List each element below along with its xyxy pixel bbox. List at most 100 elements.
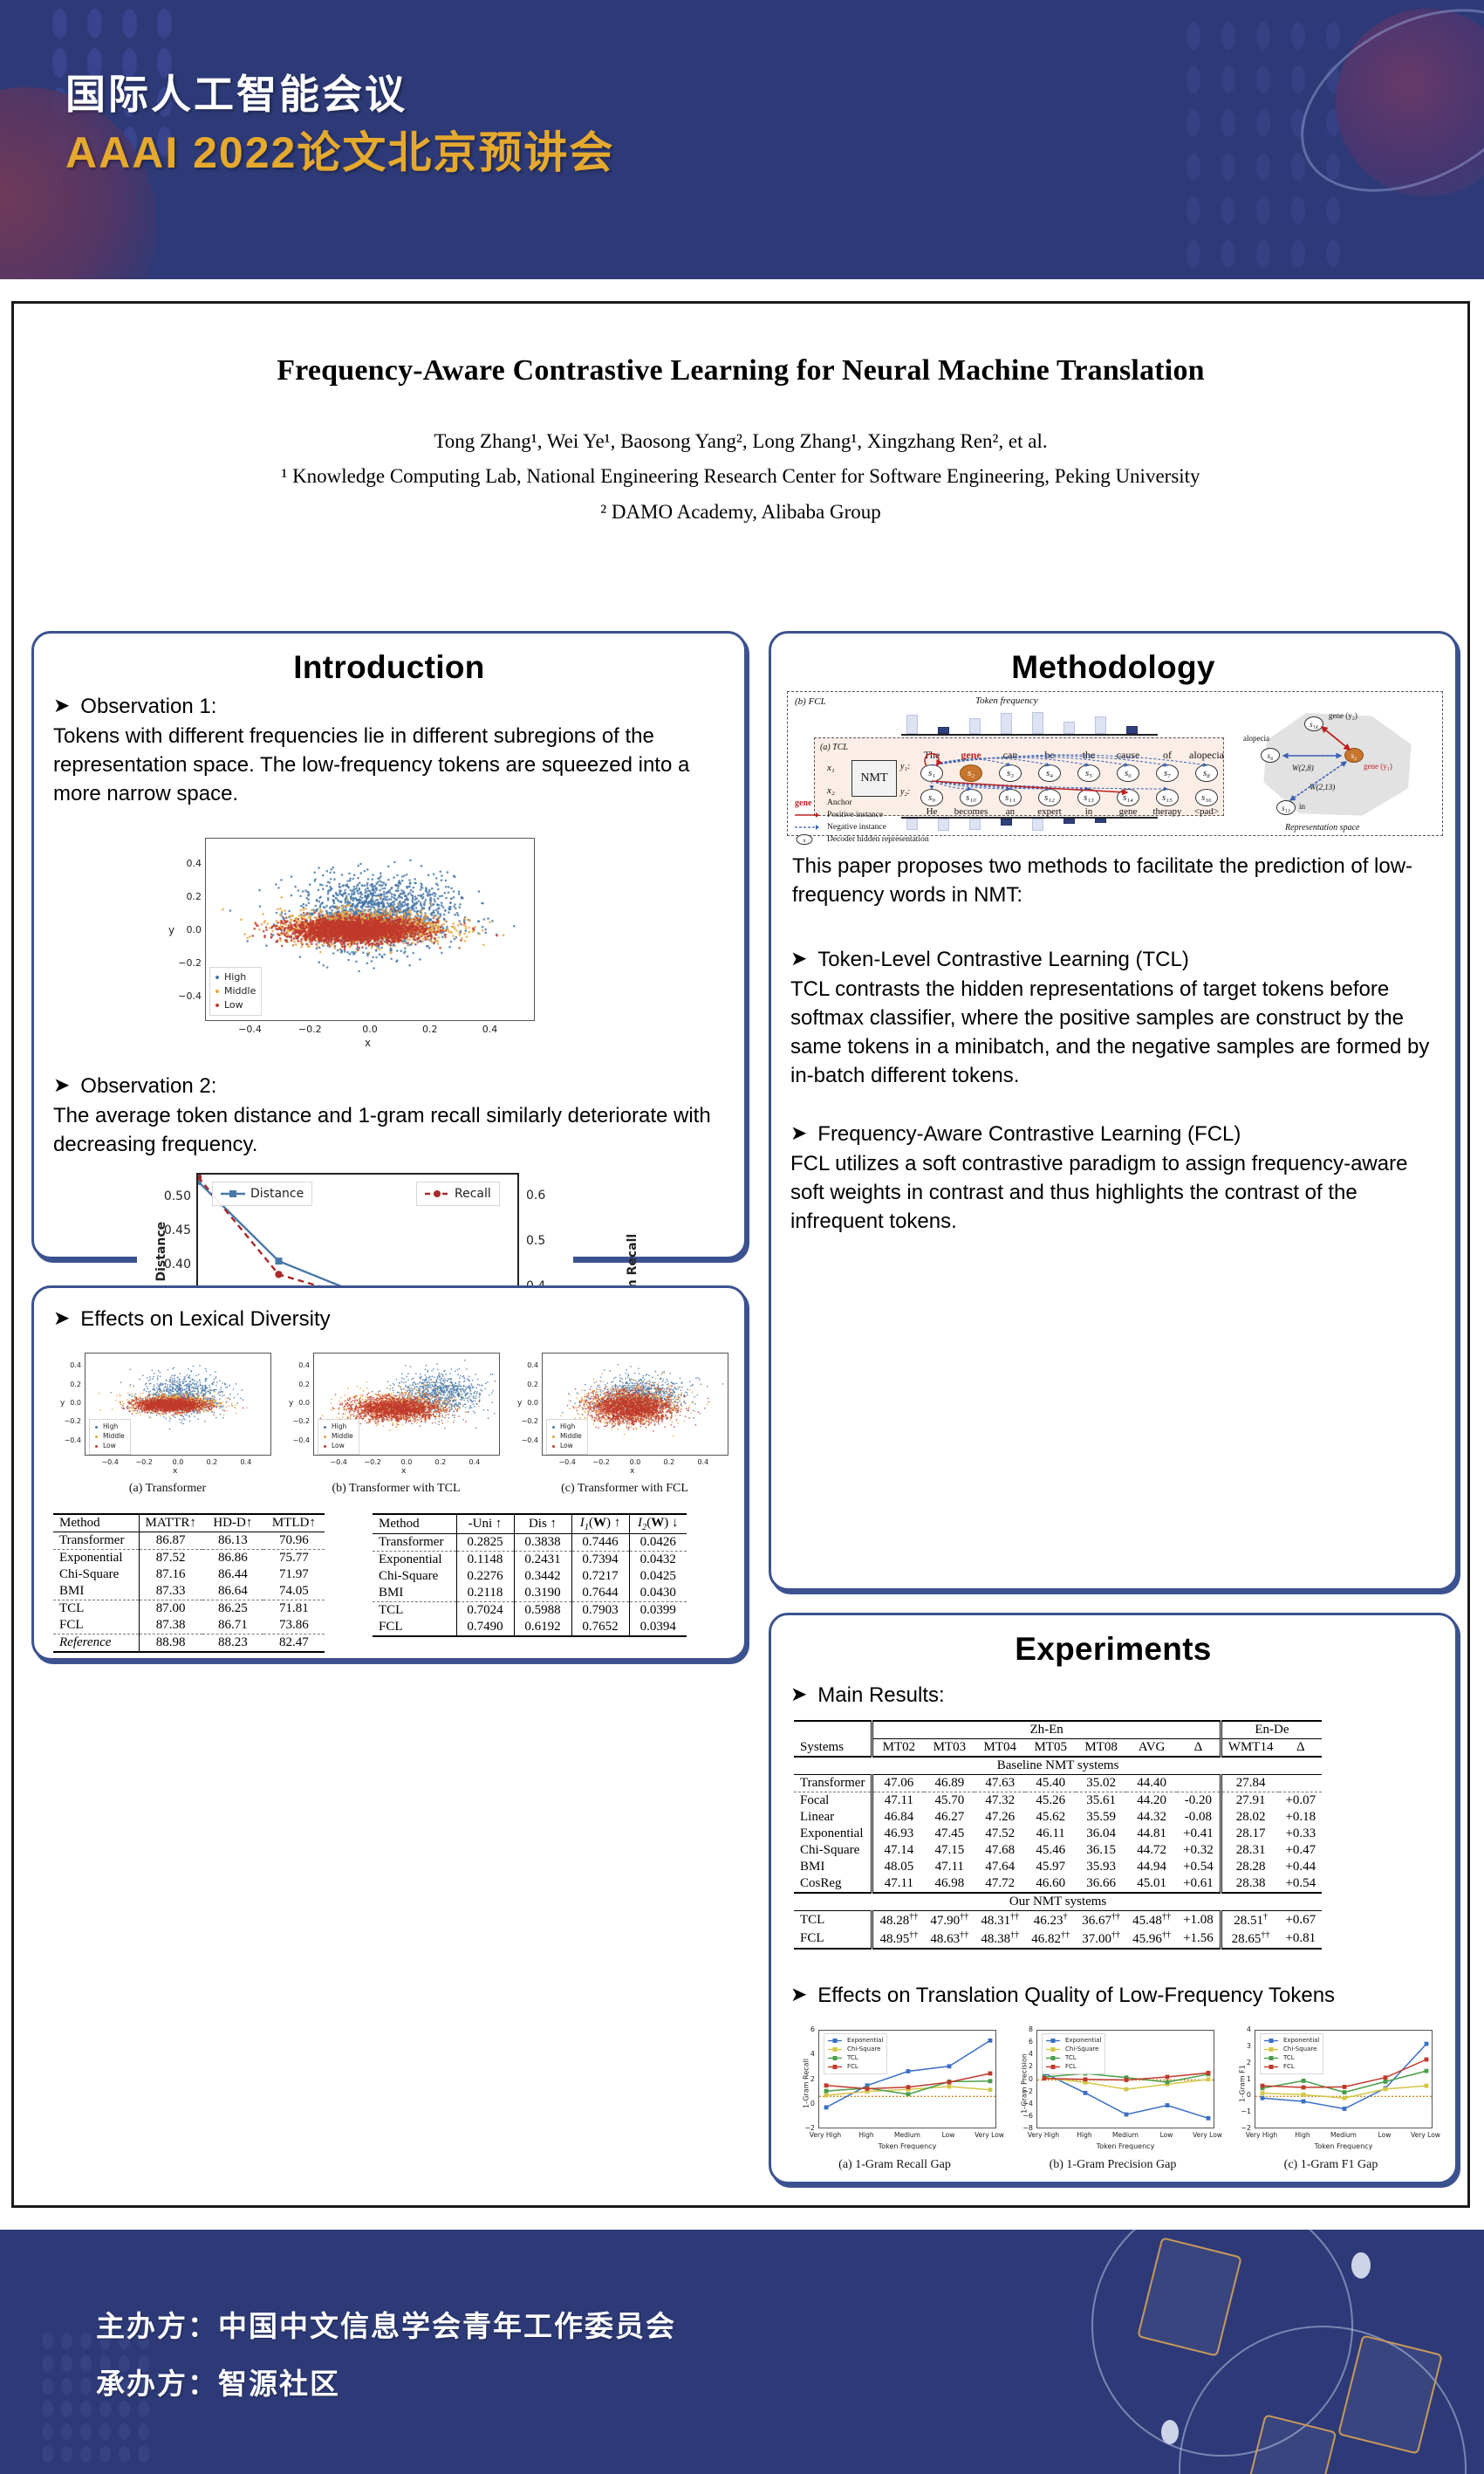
rep-node-s13: s₁₃	[1276, 800, 1296, 815]
y-tick-label: 4	[810, 2050, 815, 2059]
cell-mt04: 47.52	[985, 1826, 1016, 1840]
cell-hdd: 86.25	[202, 1600, 263, 1617]
y-axis-label: 1-Gram Recall	[802, 2058, 810, 2108]
y-axis-label: 1-Gram Precision	[1020, 2053, 1029, 2114]
col-: Δ	[1296, 1740, 1305, 1754]
legend-swatch	[324, 1444, 326, 1448]
footer-dot	[119, 2401, 130, 2417]
hidden-state-icon: s	[796, 834, 813, 845]
bullet-arrow-icon: ➤	[53, 1306, 71, 1329]
cell-delta2: +0.18	[1285, 1810, 1316, 1824]
y-tick-label: 0	[1028, 2074, 1033, 2083]
cell-i2: 0.0394	[628, 1619, 687, 1636]
table-row: Exponential 46.93 47.45 47.52 46.11 36.04 44.8…	[794, 1826, 1322, 1842]
tcl-label: Token-Level Contrastive Learning (TCL)	[817, 948, 1189, 971]
legend-row: Low	[215, 998, 256, 1012]
legend-label: Negative instance	[827, 823, 886, 832]
y-tick-label: 0.4	[298, 1361, 310, 1370]
banner-dot	[1187, 196, 1200, 224]
y-axis-label: y	[517, 1399, 523, 1408]
series-line-swatch	[1046, 2055, 1060, 2060]
introduction-title: Introduction	[293, 649, 485, 685]
cell-mt05: 45.46	[1036, 1843, 1066, 1857]
lexical-caption-b: (b) Transformer with TCL	[332, 1482, 461, 1495]
node-bottom-4: s₁₂	[1038, 789, 1061, 806]
sentence-top-word: The	[923, 749, 940, 761]
poster-body: Frequency-Aware Contrastive Learning for…	[11, 301, 1470, 2419]
cell-uni: 0.2118	[455, 1585, 514, 1602]
footer-dot	[138, 2401, 149, 2417]
legend-label: Chi-Square	[1065, 2046, 1099, 2053]
table-row: Transformer 0.2825 0.3838 0.7446 0.0426	[373, 1533, 687, 1552]
banner-dot	[1291, 65, 1305, 93]
negative-instance-arrow	[931, 780, 1168, 792]
figure-legend-row: gene Anchor	[795, 797, 943, 809]
legend-label: Middle	[332, 1431, 353, 1440]
observation-2-text: The average token distance and 1-gram re…	[53, 1104, 711, 1157]
legend-label: FCL	[1283, 2063, 1295, 2071]
cell-mt05: 46.82††	[1031, 1930, 1070, 1946]
y-tick-label: 0.2	[298, 1380, 310, 1388]
authors-affiliations: Tong Zhang¹, Wei Ye¹, Baosong Yang², Lon…	[14, 424, 1467, 530]
cell-method: TCL	[373, 1601, 456, 1619]
legend-label: TCL	[847, 2054, 858, 2062]
organizer-footer: 主办方：中国中文信息学会青年工作委员会 承办方：智源社区	[0, 2230, 1484, 2474]
fcl-body-text: FCL utilizes a soft contrastive paradigm…	[790, 1152, 1408, 1234]
intro-scatter-plot: −0.4 −0.2 0.0 0.2 0.4 0.4 0.2 0.0 −0.2 −0.4 x y High…	[165, 833, 540, 1051]
footer-dot	[61, 2378, 72, 2395]
banner-dot	[1291, 109, 1305, 137]
cell-mt03: 47.11	[934, 1860, 964, 1874]
cell-dis: 0.3442	[513, 1568, 571, 1585]
cell-mt02: 48.28††	[871, 1910, 925, 1929]
legend-row: Low	[95, 1442, 125, 1451]
footer-dot	[80, 2423, 92, 2440]
table-row: FCL 87.38 86.71 73.86	[53, 1617, 325, 1634]
cell-mt04: 47.63	[985, 1776, 1016, 1790]
gap-series	[1037, 2071, 1215, 2121]
cell-mt05: 45.26	[1025, 1792, 1077, 1809]
x-tick-label: High	[1295, 2131, 1310, 2139]
sentence-top-word: cause	[1116, 749, 1140, 761]
footer-dot	[119, 2378, 130, 2395]
col-mt05: MT05	[1034, 1740, 1067, 1754]
y-tick-label: 0	[1246, 2091, 1251, 2100]
observation-1-heading: ➤ Observation 1:	[53, 694, 729, 719]
series-line-swatch	[828, 2038, 842, 2043]
table-bottom-rule-row	[373, 1635, 687, 1638]
node-bottom-6: s₁₄	[1117, 789, 1139, 806]
series-line-swatch	[1046, 2046, 1060, 2052]
main-results-label: Main Results:	[817, 1683, 945, 1707]
y-tick-label: −4	[1022, 2099, 1033, 2107]
organizer-organization: 承办方：智源社区	[96, 2368, 340, 2400]
gap-caption-a: (a) 1-Gram Recall Gap	[838, 2158, 951, 2171]
cell-mt05: 45.40	[1036, 1776, 1066, 1790]
legend-label: Exponential	[1283, 2037, 1320, 2044]
frequency-bar-bottom	[1032, 819, 1043, 831]
observation-1-text: Tokens with different frequencies lie in…	[53, 724, 690, 806]
col-hdd: HD-D↑	[213, 1516, 253, 1530]
cell-delta: +0.41	[1183, 1826, 1214, 1840]
y-tick-right: 0.6	[526, 1189, 546, 1203]
footer-dot	[61, 2423, 72, 2440]
frequency-bar-top	[1126, 726, 1138, 734]
cell-method: Transformer	[379, 1535, 444, 1549]
cell-wmt14: 28.02	[1219, 1809, 1280, 1826]
x-tick-label: −0.2	[592, 1458, 610, 1466]
x-tick-label: 0.2	[206, 1458, 218, 1466]
x-tick-label: −0.2	[364, 1458, 381, 1466]
cell-empty	[794, 1721, 872, 1739]
legend-row: Low	[324, 1442, 353, 1451]
legend-row: Recall	[425, 1185, 491, 1203]
bullet-arrow-icon: ➤	[790, 1121, 808, 1144]
footer-dot	[99, 2333, 111, 2349]
footer-dot	[138, 2446, 149, 2463]
banner-dot	[52, 48, 67, 78]
col-dis: Dis ↑	[513, 1514, 571, 1534]
legend-row: High	[552, 1422, 582, 1432]
footer-dot	[119, 2446, 130, 2463]
y-tick-label: 4	[1246, 2025, 1251, 2033]
col-mattr: MATTR↑	[138, 1514, 202, 1532]
table-row: Focal 47.11 45.70 47.32 45.26 35.61 44.20 -0.20…	[794, 1792, 1323, 1809]
cell-method: Transformer	[59, 1533, 125, 1547]
legend-label: Middle	[224, 984, 256, 997]
